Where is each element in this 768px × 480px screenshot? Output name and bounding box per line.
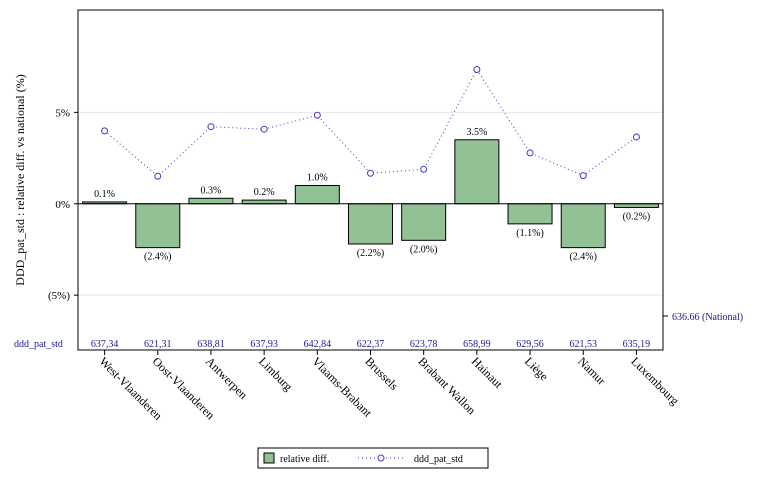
row-value-label: 642,84: [304, 339, 332, 350]
bar: [613, 203, 659, 208]
series-marker: [207, 123, 215, 131]
series-marker: [420, 165, 428, 173]
bar-data-label: 0.3%: [201, 185, 222, 196]
bar-data-label: (2.4%): [144, 252, 172, 263]
y-tick-label: 0%: [55, 199, 70, 211]
row-value-label: 637,34: [91, 339, 119, 350]
row-value-label: 658,99: [463, 339, 491, 350]
bar: [454, 139, 500, 205]
bar: [241, 199, 287, 205]
bar: [188, 197, 234, 205]
row-value-label: 638,81: [197, 339, 225, 350]
bar-data-label: (0.2%): [623, 211, 651, 222]
series-marker: [473, 66, 481, 74]
series-marker: [526, 149, 534, 157]
y-tick-label: (5%): [48, 290, 70, 302]
row-value-label: 621,31: [144, 339, 172, 350]
bar: [294, 184, 340, 205]
series-marker: [154, 172, 162, 180]
row-value-label: 622,37: [357, 339, 385, 350]
row-value-label: 637,93: [250, 339, 278, 350]
row-label: ddd_pat_std: [14, 339, 63, 350]
series-marker: [579, 172, 587, 180]
bar-data-label: (2.2%): [357, 248, 385, 259]
series-marker: [313, 111, 321, 119]
series-marker: [367, 169, 374, 177]
bar: [507, 203, 553, 225]
series-marker: [101, 127, 109, 135]
legend: relative diff. ddd_pat_std: [257, 447, 489, 469]
bar-data-label: 0.2%: [254, 187, 275, 198]
row-value-label: 629,56: [516, 339, 544, 350]
legend-bar-swatch: [263, 452, 275, 464]
legend-box: [257, 447, 489, 469]
bar: [348, 203, 393, 245]
bar-data-label: (2.0%): [410, 244, 438, 255]
y-tick-label: 5%: [55, 107, 70, 119]
national-reference-label: 636.66 (National): [672, 312, 743, 323]
legend-line-label: ddd_pat_std: [414, 454, 463, 465]
bar: [560, 203, 606, 249]
row-value-label: 635,19: [623, 339, 651, 350]
bar: [135, 203, 181, 249]
row-value-label: 623,78: [410, 339, 438, 350]
legend-line-marker: [377, 454, 385, 462]
bar-data-label: 3.5%: [466, 127, 487, 138]
row-value-label: 621,53: [569, 339, 597, 350]
bar: [401, 203, 447, 241]
bar-data-label: (2.4%): [569, 252, 597, 263]
bar-data-label: (1.1%): [516, 228, 544, 239]
legend-bar-label: relative diff.: [280, 454, 329, 465]
bar-data-label: 1.0%: [307, 172, 328, 183]
bar-data-label: 0.1%: [94, 189, 115, 200]
series-marker: [632, 133, 640, 141]
series-marker: [260, 125, 268, 133]
y-axis-title: DDD_pat_std : relative diff. vs national…: [13, 74, 27, 285]
